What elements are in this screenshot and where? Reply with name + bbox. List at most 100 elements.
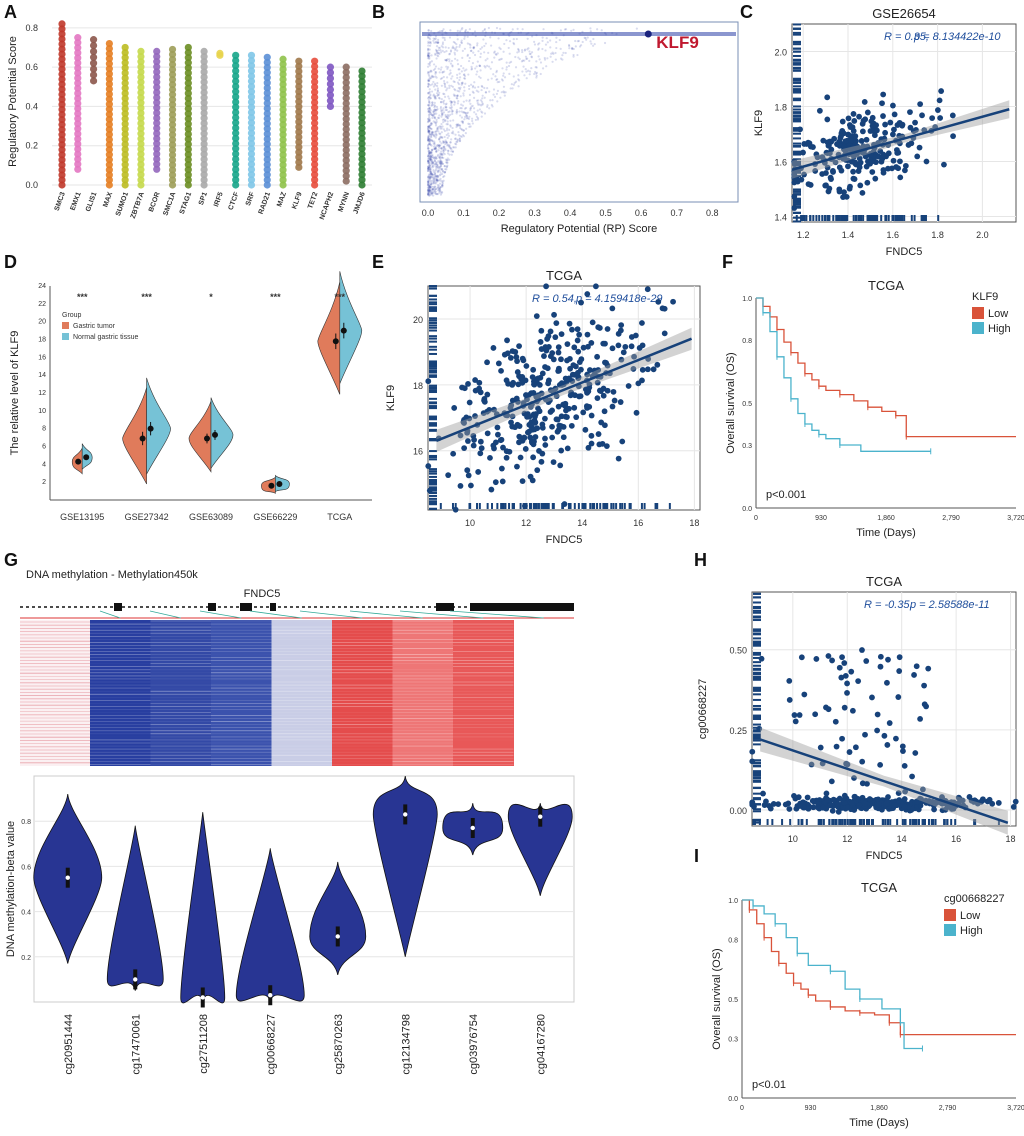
scatter-point — [824, 796, 831, 803]
b-point — [426, 159, 430, 163]
b-point — [460, 120, 463, 123]
b-point — [428, 111, 431, 114]
b-point — [435, 105, 439, 109]
b-point — [564, 51, 567, 55]
b-point — [447, 132, 450, 135]
b-point — [430, 182, 433, 185]
b-point — [457, 68, 460, 71]
b-point — [495, 92, 499, 95]
scatter-point — [635, 380, 642, 387]
scatter-point — [484, 391, 491, 398]
b-point — [432, 37, 435, 40]
b-point — [441, 36, 444, 39]
a-point — [247, 67, 256, 75]
a-point — [326, 63, 335, 71]
b-point — [436, 193, 439, 196]
a-point — [279, 141, 287, 149]
b-point — [436, 87, 439, 90]
b-point — [437, 93, 440, 96]
b-point — [439, 186, 442, 189]
panel-label-c: C — [740, 2, 753, 22]
scatter-point — [566, 355, 573, 362]
b-point — [432, 177, 435, 181]
a-point — [168, 65, 177, 74]
scatter-point — [836, 664, 843, 671]
g-category-label: cg00668227 — [265, 1014, 277, 1075]
b-point — [467, 122, 470, 125]
a-point — [105, 151, 113, 159]
b-point — [440, 153, 443, 156]
b-point — [568, 47, 571, 50]
b-point — [570, 46, 574, 50]
a-point — [58, 55, 66, 63]
b-point — [443, 145, 446, 148]
scatter-ylabel: cg00668227 — [697, 679, 709, 740]
a-point — [58, 30, 66, 38]
b-point — [433, 82, 437, 85]
b-point — [472, 96, 476, 99]
scatter-point — [532, 413, 538, 420]
km-xtick-label: 3,720 — [1007, 1105, 1024, 1112]
b-point — [593, 42, 596, 46]
b-point — [528, 59, 531, 63]
b-point — [456, 139, 460, 142]
scatter-point — [796, 712, 803, 718]
b-point — [572, 28, 575, 32]
b-point — [450, 101, 453, 104]
scatter-point — [558, 356, 564, 363]
a-point — [342, 136, 350, 144]
d-category-label: GSE66229 — [253, 512, 297, 522]
b-point — [432, 112, 435, 115]
a-point — [89, 41, 98, 50]
b-point — [434, 147, 438, 150]
b-point — [428, 52, 431, 55]
b-point — [431, 185, 435, 188]
a-point — [358, 145, 366, 153]
b-point — [464, 28, 468, 32]
d-ytick-label: 4 — [42, 461, 46, 468]
b-point — [494, 75, 497, 78]
scatter-point — [879, 100, 885, 107]
a-point — [168, 55, 177, 64]
a-point — [342, 104, 350, 113]
b-point — [462, 67, 465, 70]
scatter-point — [542, 442, 549, 448]
b-point — [460, 70, 463, 73]
a-point — [105, 50, 113, 58]
b-point — [463, 86, 466, 89]
scatter-point — [832, 159, 839, 166]
a-point — [105, 120, 113, 128]
a-point — [137, 181, 145, 189]
b-point — [440, 192, 443, 195]
b-point — [461, 120, 465, 123]
scatter-point — [530, 366, 537, 373]
g-category-label: cg27511208 — [198, 1014, 210, 1074]
b-point — [468, 93, 472, 97]
a-point — [247, 145, 256, 153]
g-violin — [106, 825, 164, 991]
b-point — [495, 71, 498, 74]
b-point — [496, 78, 499, 81]
b-point — [432, 80, 435, 84]
a-point — [153, 63, 161, 71]
b-point — [502, 74, 505, 77]
scatter-point — [544, 336, 551, 342]
b-point — [427, 55, 430, 58]
a-point — [358, 155, 366, 163]
a-point — [342, 156, 350, 164]
b-point — [438, 165, 442, 168]
scatter-point — [593, 283, 599, 290]
b-point — [457, 123, 460, 126]
scatter-point — [582, 426, 589, 433]
b-point — [517, 74, 520, 77]
b-point — [434, 162, 438, 166]
b-point — [526, 57, 529, 60]
b-point — [428, 170, 432, 173]
scatter-point — [792, 718, 799, 725]
b-point — [434, 88, 437, 91]
scatter-point — [838, 674, 845, 681]
b-point — [427, 70, 430, 74]
b-point — [440, 66, 443, 69]
b-point — [441, 170, 445, 173]
b-annotation-klf9: KLF9 — [656, 33, 699, 52]
